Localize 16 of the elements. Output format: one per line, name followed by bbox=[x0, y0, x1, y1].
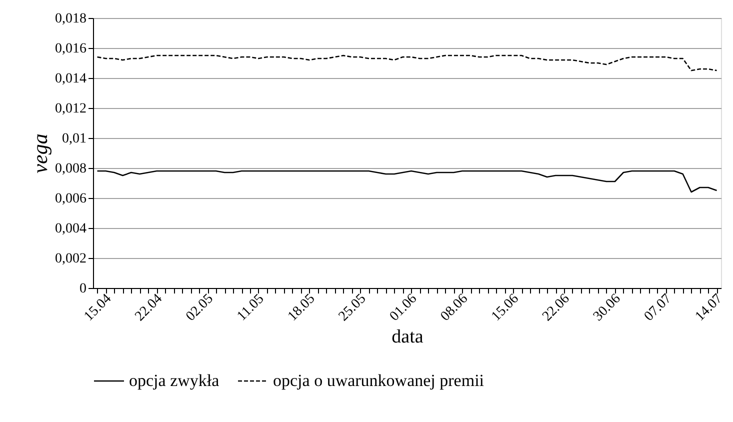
line-series bbox=[96, 54, 718, 72]
y-tick-label: 0,016 bbox=[55, 42, 86, 56]
y-tick-label: 0,018 bbox=[55, 12, 86, 26]
y-tick-label: 0,002 bbox=[55, 252, 86, 266]
line-series bbox=[96, 170, 718, 193]
legend-label: opcja o uwarunkowanej premii bbox=[273, 371, 484, 390]
y-tick-label: 0,004 bbox=[55, 222, 86, 236]
y-axis-title: vega bbox=[28, 134, 52, 174]
y-tick-label: 0,006 bbox=[55, 192, 86, 206]
x-axis-title: data bbox=[392, 326, 424, 348]
y-tick-label: 0,008 bbox=[55, 162, 86, 176]
y-tick-label: 0 bbox=[80, 282, 86, 296]
y-tick-label: 0,01 bbox=[62, 132, 86, 146]
y-tick-label: 0,014 bbox=[55, 72, 86, 86]
legend-label: opcja zwykła bbox=[129, 371, 220, 390]
y-tick-label: 0,012 bbox=[55, 102, 86, 116]
